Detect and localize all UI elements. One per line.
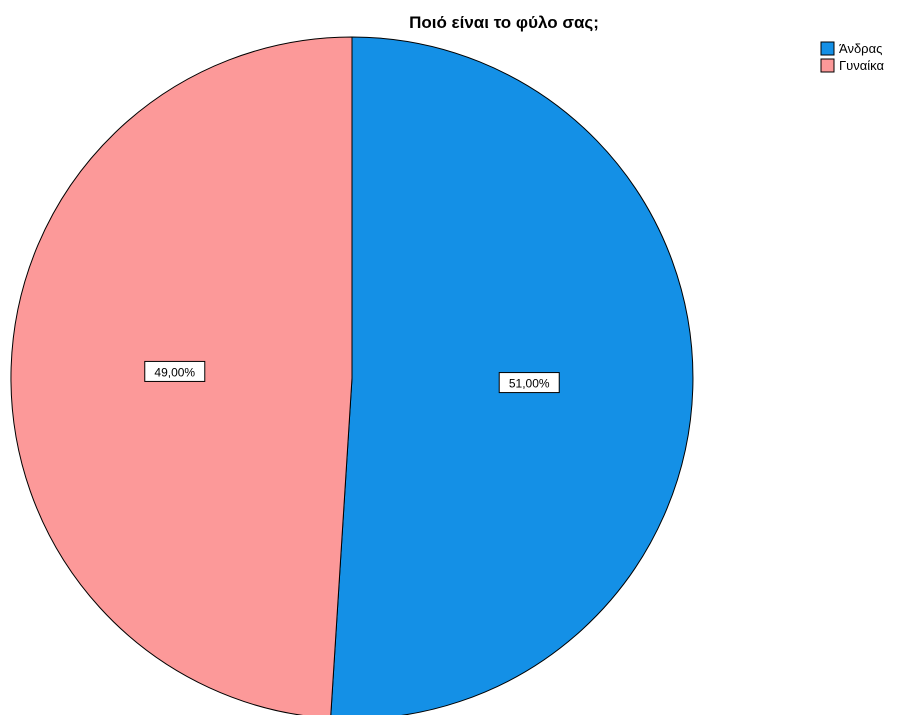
data-labels: 51,00% 49,00% (144, 360, 560, 394)
legend-label: Άνδρας (839, 41, 882, 56)
data-label-0: 51,00% (498, 372, 560, 394)
pie-slices (10, 36, 694, 715)
legend-swatch (820, 58, 835, 73)
data-label-box (144, 360, 206, 382)
legend-label: Γυναίκα (839, 58, 885, 73)
legend-item-1: Γυναίκα (820, 58, 885, 73)
legend-swatch (820, 41, 835, 56)
chart-title: Ποιό είναι το φύλο σας; (409, 13, 599, 32)
legend: Άνδρας Γυναίκα (820, 41, 885, 73)
data-label-text: 51,00% (509, 377, 550, 391)
data-label-box (498, 372, 560, 394)
legend-item-0: Άνδρας (820, 41, 882, 56)
data-label-text: 49,00% (154, 365, 195, 379)
data-label-1: 49,00% (144, 360, 206, 382)
